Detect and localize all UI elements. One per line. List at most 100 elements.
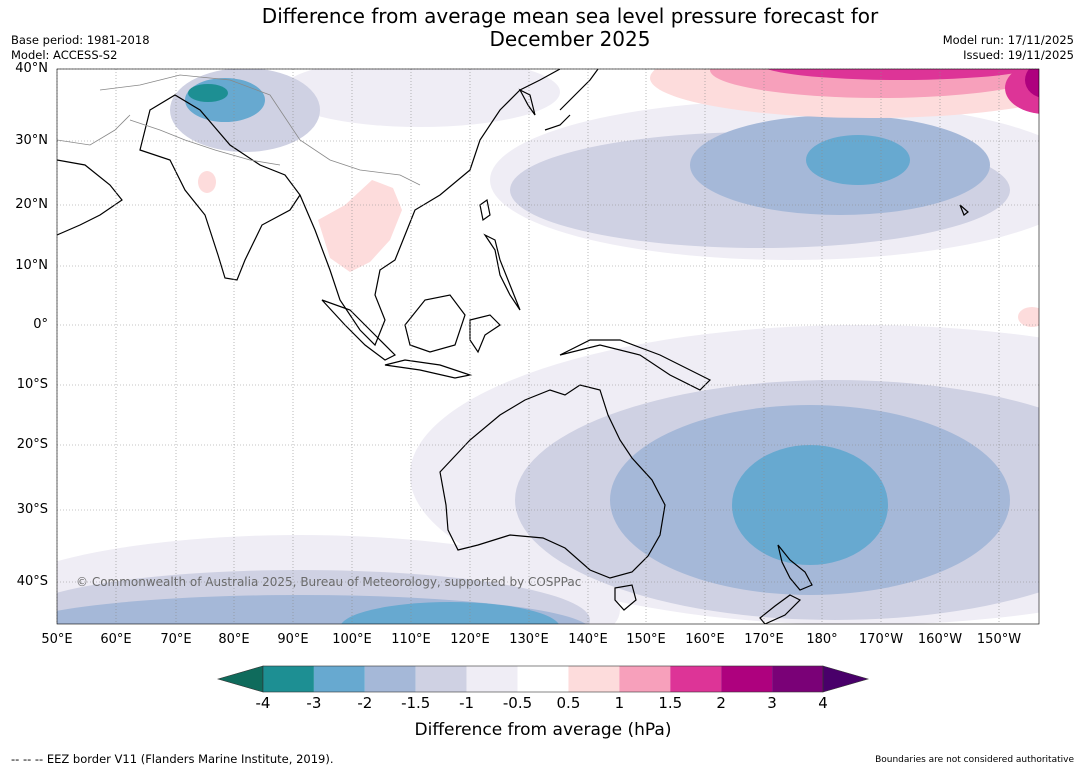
meta-left: Base period: 1981-2018 Model: ACCESS-S2 [11,33,150,63]
coastline-borneo [404,294,466,353]
legend-swatch [466,666,518,692]
anomaly-fields [57,69,1039,624]
longitude-label: 90°E [277,632,309,647]
coastline-india [139,94,301,281]
legend-extend-high [822,665,870,693]
legend-tick-label: -3 [306,694,322,712]
legend-frame [262,665,824,693]
eez-border-note: -- -- -- EEZ border V11 (Flanders Marine… [11,752,334,766]
legend-swatch [313,666,365,692]
base-period: Base period: 1981-2018 [11,33,150,47]
legend-tick-label: -1.5 [401,694,431,712]
latitude-label: 10°N [15,258,48,273]
longitude-label: 140°E [568,632,608,647]
legend-swatch [415,666,467,692]
legend-tick-label: 0.5 [556,694,581,712]
legend-swatch [670,666,722,692]
longitude-label: 160°E [685,632,725,647]
anomaly-south-core [341,602,559,624]
legend-swatch [568,666,620,692]
anomaly-npos-magenta [767,69,1033,80]
title-line-2: December 2025 [489,27,651,51]
coastline-new-zealand-north [777,544,813,591]
coastline-hawaii [959,204,969,216]
latitude-label: 10°S [16,377,48,392]
latitude-label: 30°S [16,502,48,517]
legend-tick-label: 3 [767,694,777,712]
map-frame [56,68,1040,625]
longitude-label: 180° [806,632,838,647]
longitude-label: 50°E [41,632,73,647]
anomaly-ne-core [806,135,910,185]
longitude-label: 170°E [744,632,784,647]
longitude-label: 110°E [391,632,431,647]
legend-extend-low [216,665,264,693]
copyright-notice: © Commonwealth of Australia 2025, Bureau… [76,575,582,589]
graticule [56,68,1039,624]
coastline-taiwan [479,198,491,222]
border-south-asia [129,119,281,166]
legend-tick-label: 2 [716,694,726,712]
legend-tick-label: 1.5 [658,694,683,712]
latitude-label: 0° [33,317,48,332]
country-borders [57,74,421,186]
legend-swatch [772,666,823,692]
legend-tick-label: 4 [818,694,828,712]
coastline-new-guinea [559,339,712,391]
anomaly-indochina-pos [318,180,402,272]
meta-right: Model run: 17/11/2025 Issued: 19/11/2025 [943,33,1074,63]
legend-swatch [364,666,416,692]
coastline-japan [544,69,599,131]
title-line-1: Difference from average mean sea level p… [261,4,879,28]
latitude-label: 40°N [15,61,48,76]
longitude-label: 150°E [626,632,666,647]
longitude-label: 170°W [858,632,904,647]
legend-title: Difference from average (hPa) [414,720,672,740]
legend-swatch [517,666,569,692]
coastlines [57,69,969,624]
model-name: Model: ACCESS-S2 [11,48,118,62]
legend-tick-label: 1 [614,694,625,712]
coastline-sumatra [321,299,397,361]
model-run: Model run: 17/11/2025 [942,33,1074,47]
anomaly-india-pos [198,171,216,193]
anomaly-sw-pacific-core [732,445,888,565]
coastline-korea [518,88,536,116]
longitude-label: 130°E [509,632,549,647]
border-china-north [99,74,421,186]
legend-swatch [619,666,671,692]
legend-swatch [721,666,773,692]
legend-tick-label: -4 [255,694,271,712]
longitude-label: 150°W [976,632,1022,647]
legend-tick-label: -0.5 [502,694,533,712]
anomaly-east-pos [1018,307,1039,327]
latitude-label: 20°S [16,437,48,452]
coastline-philippines [483,233,521,311]
anomaly-npos-core [1025,69,1039,98]
issued-date: Issued: 19/11/2025 [963,48,1074,62]
latitude-label: 20°N [15,197,48,212]
longitude-label: 70°E [160,632,192,647]
longitude-label: 120°E [450,632,490,647]
map-title: Difference from average mean sea level p… [170,5,970,51]
legend-swatch [263,666,314,692]
legend-tick-label: -1 [459,694,475,712]
coastline-arabia [57,159,123,236]
latitude-label: 30°N [15,133,48,148]
coastline-indochina [299,69,561,347]
legend-tick-label: -2 [357,694,373,712]
longitude-label: 60°E [100,632,132,647]
boundary-disclaimer: Boundaries are not considered authoritat… [875,755,1074,765]
border-middle-east [57,114,131,146]
longitude-label: 80°E [218,632,250,647]
coastline-tasmania [614,584,637,611]
longitude-label: 160°W [917,632,963,647]
anomaly-himalaya-core [188,84,228,102]
latitude-label: 40°S [16,574,48,589]
coastline-australia [439,384,666,579]
coastline-new-zealand-south [759,594,802,624]
anomaly-nw-lilac [280,69,560,127]
longitude-label: 100°E [332,632,372,647]
